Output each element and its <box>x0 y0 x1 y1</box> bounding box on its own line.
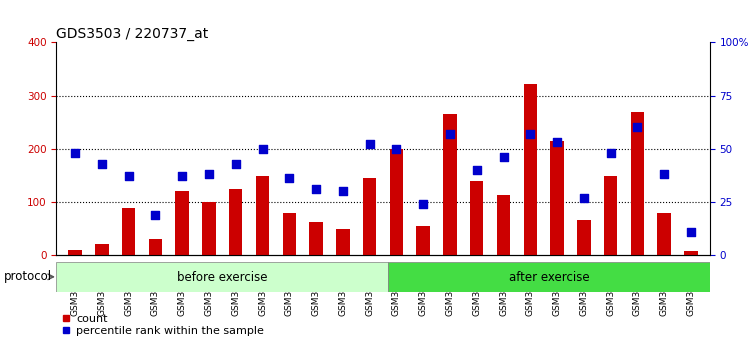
Bar <box>604 176 617 255</box>
Point <box>444 131 456 137</box>
Text: before exercise: before exercise <box>177 270 267 284</box>
Bar <box>390 149 403 255</box>
Text: after exercise: after exercise <box>508 270 590 284</box>
Text: GDS3503 / 220737_at: GDS3503 / 220737_at <box>56 28 209 41</box>
Bar <box>122 208 135 255</box>
Bar <box>631 112 644 255</box>
Bar <box>176 191 189 255</box>
Point <box>257 146 269 152</box>
Point <box>578 195 590 200</box>
Bar <box>95 244 109 255</box>
Point <box>685 229 697 234</box>
Bar <box>578 220 590 255</box>
Point <box>363 142 376 147</box>
Bar <box>550 141 564 255</box>
Bar <box>202 202 216 255</box>
Point <box>203 171 215 177</box>
Bar <box>229 188 243 255</box>
Point <box>658 171 670 177</box>
Point <box>69 150 81 156</box>
Point <box>391 146 403 152</box>
Point <box>283 176 295 181</box>
Bar <box>56 262 388 292</box>
Point <box>96 161 108 166</box>
Bar <box>336 229 349 255</box>
Point <box>524 131 536 137</box>
Bar <box>363 178 376 255</box>
Point <box>310 186 322 192</box>
Bar <box>657 213 671 255</box>
Point <box>551 139 563 145</box>
Point <box>230 161 242 166</box>
Bar <box>443 114 457 255</box>
Bar <box>282 213 296 255</box>
Bar <box>256 176 269 255</box>
Point <box>122 173 134 179</box>
Point <box>149 212 161 217</box>
Bar <box>149 239 162 255</box>
Bar <box>388 262 710 292</box>
Point <box>176 173 189 179</box>
Bar <box>523 84 537 255</box>
Point <box>605 150 617 156</box>
Point <box>337 188 349 194</box>
Bar <box>497 195 510 255</box>
Bar <box>470 181 484 255</box>
Point <box>471 167 483 173</box>
Point <box>417 201 429 207</box>
Bar <box>417 226 430 255</box>
Legend: count, percentile rank within the sample: count, percentile rank within the sample <box>62 314 264 336</box>
Bar <box>684 251 698 255</box>
Bar <box>309 222 323 255</box>
Text: protocol: protocol <box>4 270 52 283</box>
Point <box>632 125 644 130</box>
Point <box>497 154 509 160</box>
Bar <box>68 250 82 255</box>
